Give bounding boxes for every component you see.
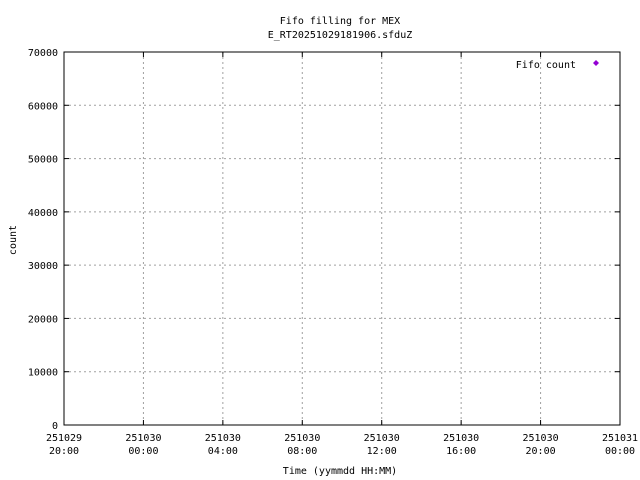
data-points: [64, 0, 560, 423]
chart-title: Fifo filling for MEX: [280, 16, 400, 27]
chart-subtitle: E_RT20251029181906.sfduZ: [268, 30, 413, 41]
grid-lines: [63, 51, 621, 426]
